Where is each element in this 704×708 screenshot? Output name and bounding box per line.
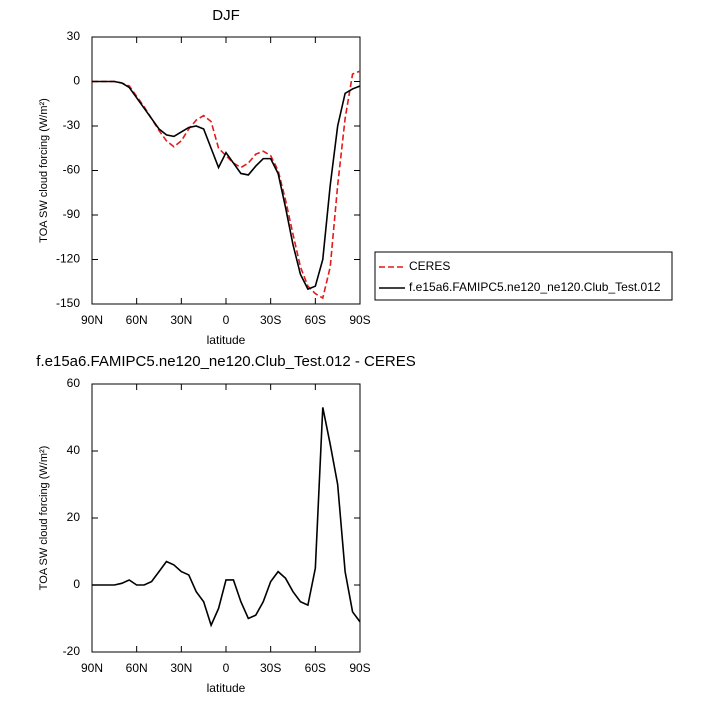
x-tick-label: 60N <box>126 313 148 327</box>
x-tick-label: 90N <box>81 313 103 327</box>
y-axis-label: TOA SW cloud forcing (W/m²) <box>38 98 50 243</box>
x-axis-label: latitude <box>207 681 246 695</box>
chart-title: f.e15a6.FAMIPC5.ne120_ne120.Club_Test.01… <box>36 353 415 370</box>
y-tick-label: 0 <box>73 577 80 591</box>
y-tick-label: -60 <box>63 163 81 177</box>
x-tick-label: 30S <box>260 313 281 327</box>
x-axis-label: latitude <box>207 333 246 347</box>
y-tick-label: 40 <box>67 443 81 457</box>
y-tick-label: -90 <box>63 207 81 221</box>
y-tick-label: 30 <box>67 29 81 43</box>
legend-label: f.e15a6.FAMIPC5.ne120_ne120.Club_Test.01… <box>409 280 661 294</box>
y-tick-label: -20 <box>63 644 81 658</box>
data-line <box>92 407 361 628</box>
y-tick-label: 60 <box>67 376 81 390</box>
chart-title: DJF <box>212 7 240 24</box>
data-line <box>92 70 361 300</box>
y-tick-label: -150 <box>56 296 80 310</box>
x-tick-label: 60S <box>305 313 326 327</box>
data-line <box>92 80 361 291</box>
plot-frame <box>91 383 361 653</box>
x-tick-label: 30S <box>260 661 281 675</box>
x-tick-label: 30N <box>170 661 192 675</box>
y-tick-label: 0 <box>73 74 80 88</box>
x-tick-label: 60S <box>305 661 326 675</box>
x-tick-label: 0 <box>223 661 230 675</box>
x-tick-label: 90N <box>81 661 103 675</box>
legend-label: CERES <box>409 259 450 273</box>
y-tick-label: 20 <box>67 510 81 524</box>
x-tick-label: 90S <box>349 661 370 675</box>
x-tick-label: 0 <box>223 313 230 327</box>
legend-box <box>374 251 673 301</box>
y-tick-label: -120 <box>56 252 80 266</box>
plot-frame <box>91 36 361 305</box>
y-tick-label: -30 <box>63 118 81 132</box>
x-tick-label: 90S <box>349 313 370 327</box>
x-tick-label: 30N <box>170 313 192 327</box>
x-tick-label: 60N <box>126 661 148 675</box>
y-axis-label: TOA SW cloud forcing (W/m²) <box>38 446 50 591</box>
